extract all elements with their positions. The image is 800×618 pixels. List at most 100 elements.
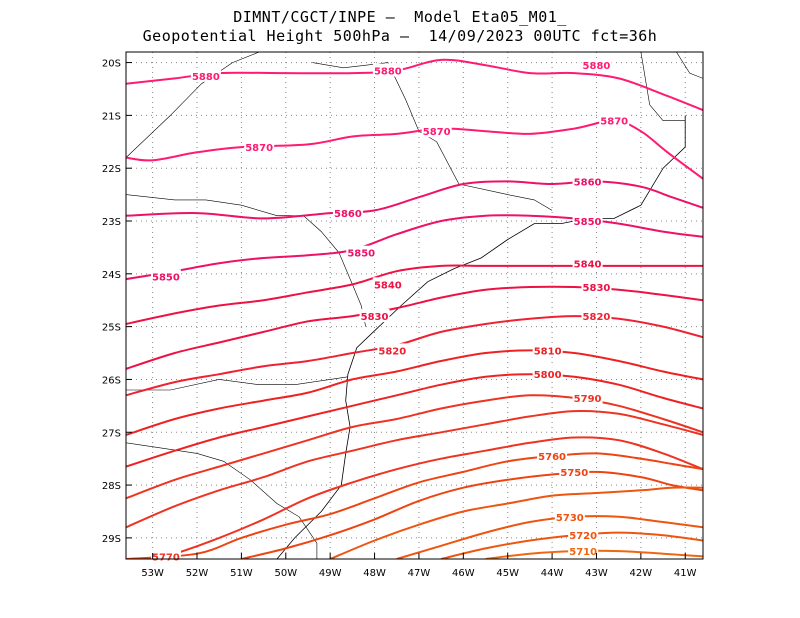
contour-label: 5710 bbox=[569, 547, 597, 558]
contour-label-bg bbox=[532, 367, 563, 381]
contour-label-bg bbox=[572, 174, 603, 188]
contour-5870 bbox=[126, 119, 703, 180]
contour-label: 5860 bbox=[574, 177, 602, 188]
contour-label-bg bbox=[581, 58, 612, 72]
state-border bbox=[126, 442, 318, 559]
contour-5820 bbox=[126, 315, 703, 397]
lat-tick-label: 29S bbox=[102, 534, 121, 545]
contour-label: 5820 bbox=[583, 312, 611, 323]
contour-5770 bbox=[152, 436, 703, 559]
contour-label: 5860 bbox=[334, 209, 362, 220]
chart-title-line2: Geopotential Height 500hPa – 14/09/2023 … bbox=[142, 27, 658, 45]
contour-label-bg bbox=[581, 280, 612, 294]
plot-frame bbox=[125, 51, 704, 560]
contour-lines bbox=[126, 58, 703, 559]
lon-tick-label: 48W bbox=[363, 568, 386, 579]
lat-tick-label: 24S bbox=[102, 270, 121, 281]
contour-label: 5830 bbox=[583, 283, 611, 294]
contour-5830 bbox=[126, 285, 703, 370]
lat-tick-label: 28S bbox=[102, 481, 121, 492]
contour-label-bg bbox=[372, 277, 403, 291]
contour-label: 5870 bbox=[245, 143, 273, 154]
contour-5800 bbox=[126, 373, 703, 468]
contour-5740 bbox=[329, 486, 703, 559]
lon-tick-label: 51W bbox=[230, 568, 253, 579]
lat-tick-label: 25S bbox=[102, 323, 121, 334]
contour-label: 5800 bbox=[534, 370, 562, 381]
contour-5850 bbox=[126, 214, 703, 281]
axis-ticks: 53W 52W 51W 50W 49W 48W 47W 46W 45W 44W 43W 42W 41W 2… bbox=[102, 59, 697, 579]
contour-label: 5760 bbox=[538, 452, 566, 463]
contour-label: 5830 bbox=[361, 312, 389, 323]
lon-tick-label: 43W bbox=[585, 568, 608, 579]
contour-label: 5770 bbox=[152, 552, 180, 563]
lon-tick-label: 50W bbox=[274, 568, 297, 579]
coastline bbox=[276, 115, 686, 559]
lon-tick-label: 45W bbox=[496, 568, 519, 579]
contour-5860 bbox=[126, 180, 703, 220]
contour-label-bg bbox=[372, 63, 403, 77]
contour-label: 5870 bbox=[600, 117, 628, 128]
state-border bbox=[126, 52, 260, 158]
lon-tick-label: 53W bbox=[141, 568, 164, 579]
geography-lines bbox=[126, 52, 703, 559]
contour-label: 5750 bbox=[560, 468, 588, 479]
contour-label-bg bbox=[244, 140, 275, 154]
lat-tick-label: 23S bbox=[102, 217, 121, 228]
contour-label-bg bbox=[572, 256, 603, 270]
contour-label: 5790 bbox=[574, 394, 602, 405]
contour-5780 bbox=[126, 410, 703, 529]
contour-5730 bbox=[396, 515, 703, 559]
contour-label: 5880 bbox=[583, 61, 611, 72]
contour-label-bg bbox=[532, 343, 563, 357]
contour-5750 bbox=[241, 470, 703, 559]
chart-title-line1: DIMNT/CGCT/INPE – Model Eta05_M01_ bbox=[233, 8, 567, 26]
contour-label: 5850 bbox=[574, 217, 602, 228]
contour-5810 bbox=[126, 349, 703, 436]
contour-label: 5810 bbox=[534, 346, 562, 357]
contour-label-bg bbox=[537, 449, 568, 463]
lat-tick-label: 27S bbox=[102, 428, 121, 439]
contour-label: 5850 bbox=[152, 272, 180, 283]
contour-labels: 5880 5880 5880 5870 5870 5870 5860 5860 5850 5850… bbox=[150, 58, 630, 563]
lat-tick-label: 26S bbox=[102, 375, 121, 386]
contour-label-bg bbox=[332, 206, 363, 220]
lat-tick-label: 20S bbox=[102, 59, 121, 70]
contour-label: 5880 bbox=[374, 66, 402, 77]
contour-label-bg bbox=[568, 544, 599, 558]
state-border bbox=[640, 52, 686, 121]
state-border bbox=[126, 376, 348, 391]
lon-tick-label: 52W bbox=[186, 568, 209, 579]
contour-label-bg bbox=[581, 309, 612, 323]
lon-tick-label: 49W bbox=[319, 568, 342, 579]
contour-label-bg bbox=[554, 509, 585, 523]
contour-label: 5730 bbox=[556, 513, 584, 524]
lon-tick-label: 44W bbox=[541, 568, 564, 579]
contour-label: 5880 bbox=[192, 72, 220, 83]
lon-tick-label: 47W bbox=[408, 568, 431, 579]
lat-tick-label: 21S bbox=[102, 111, 121, 122]
contour-label-bg bbox=[599, 113, 630, 127]
contour-label-bg bbox=[150, 269, 181, 283]
contour-5880 bbox=[126, 58, 703, 112]
lon-tick-label: 42W bbox=[630, 568, 653, 579]
contour-label-bg bbox=[572, 214, 603, 227]
contour-5760 bbox=[126, 452, 703, 559]
contour-5840 bbox=[126, 264, 703, 325]
contour-label: 5850 bbox=[347, 249, 375, 260]
lon-tick-label: 41W bbox=[674, 568, 697, 579]
contour-label-bg bbox=[377, 343, 408, 357]
contour-label-bg bbox=[421, 124, 452, 138]
contour-label-bg bbox=[359, 309, 390, 323]
lon-tick-label: 46W bbox=[452, 568, 475, 579]
contour-label-bg bbox=[572, 390, 603, 404]
contour-label: 5720 bbox=[569, 531, 597, 542]
contour-label: 5820 bbox=[378, 346, 406, 357]
contour-label: 5840 bbox=[574, 259, 602, 270]
state-border bbox=[676, 52, 703, 79]
contour-label: 5870 bbox=[423, 127, 451, 138]
contour-5790 bbox=[126, 394, 703, 500]
contour-label: 5840 bbox=[374, 280, 402, 291]
contour-label-bg bbox=[568, 528, 599, 542]
